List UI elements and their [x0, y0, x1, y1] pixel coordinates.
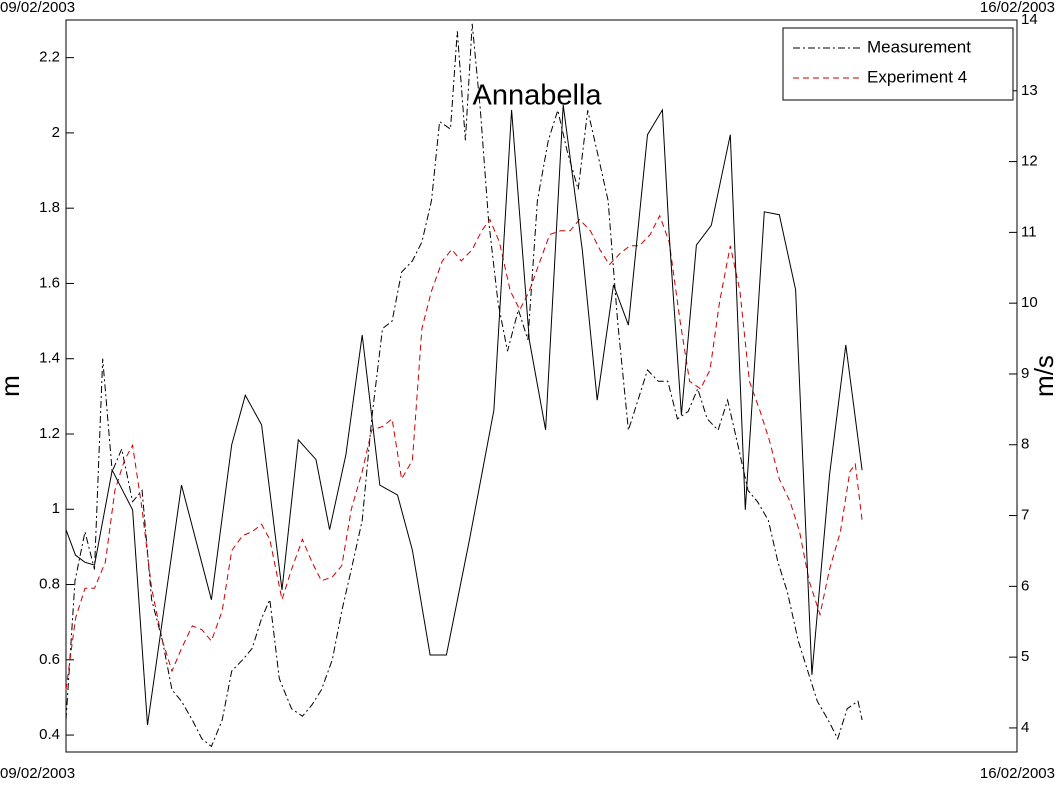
legend-label: Measurement	[867, 37, 971, 56]
y2-tick-label: 7	[1021, 507, 1029, 524]
y2-tick-label: 6	[1021, 577, 1029, 594]
y2-axis-label: m/s	[1029, 355, 1058, 397]
y2-tick-label: 13	[1021, 82, 1038, 99]
y-tick-label: 1.2	[39, 425, 60, 442]
y-axis-label: m	[0, 375, 25, 397]
y2-tick-label: 10	[1021, 294, 1038, 311]
y-tick-label: 0.6	[39, 651, 60, 668]
y2-tick-label: 9	[1021, 365, 1029, 382]
y2-tick-label: 11	[1021, 223, 1037, 240]
series-line	[65, 214, 863, 690]
x-tick-label-bottom: 16/02/2003	[980, 765, 1055, 782]
y-tick-label: 1.8	[39, 199, 60, 216]
y-tick-label: 2	[52, 124, 60, 141]
legend-label: Experiment 4	[867, 67, 967, 86]
y-tick-label: 0.4	[39, 726, 60, 743]
x-tick-label-top: 09/02/2003	[0, 0, 75, 16]
y-tick-label: 2.2	[39, 49, 60, 66]
chart-title: Annabella	[473, 80, 603, 112]
y-tick-label: 1	[52, 500, 60, 517]
y-tick-label: 0.8	[39, 575, 60, 592]
y2-tick-label: 8	[1021, 436, 1029, 453]
series-line	[65, 104, 863, 726]
y2-tick-label: 12	[1021, 153, 1038, 170]
x-tick-label-bottom: 09/02/2003	[0, 765, 75, 782]
y2-tick-label: 4	[1021, 719, 1029, 736]
plot-frame	[65, 19, 1018, 753]
legend-box	[782, 27, 1014, 101]
y2-tick-label: 14	[1021, 11, 1038, 28]
series-line	[65, 23, 863, 748]
y-tick-label: 1.4	[39, 350, 60, 367]
y-tick-label: 1.6	[39, 274, 60, 291]
y2-tick-label: 5	[1021, 648, 1029, 665]
x-tick-label-top: 16/02/2003	[980, 0, 1055, 16]
